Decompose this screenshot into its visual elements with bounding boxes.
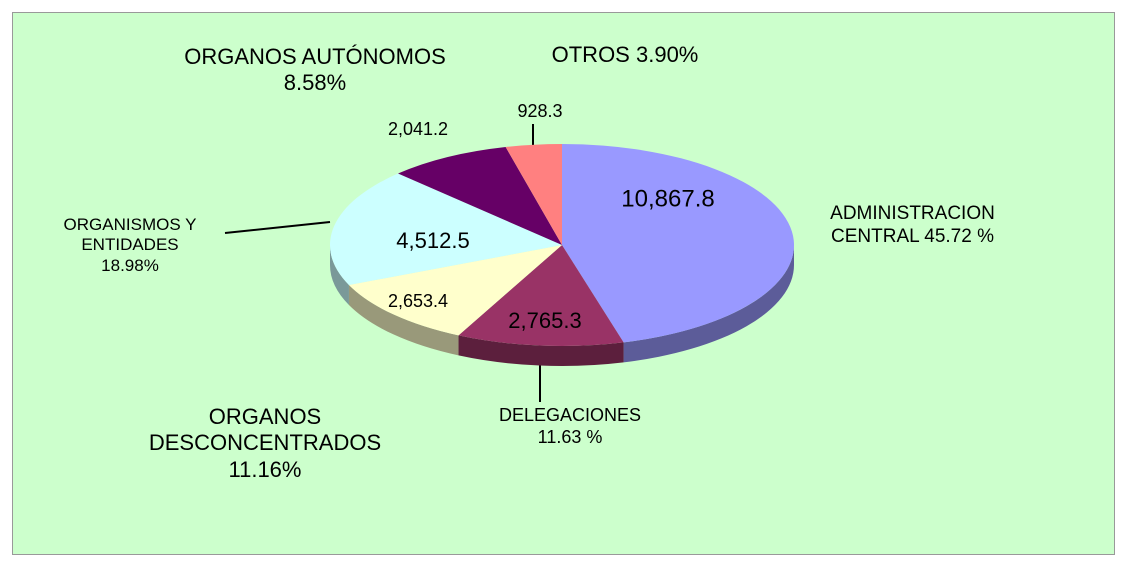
value-label: 2,041.2 bbox=[388, 119, 448, 139]
category-label: ORGANOS DESCONCENTRADOS 11.16% bbox=[120, 404, 410, 483]
percent-label: 3.90% bbox=[635, 42, 699, 67]
pie-sides bbox=[330, 245, 794, 366]
pie-tops bbox=[330, 144, 794, 346]
value-label: 2,765.3 bbox=[508, 308, 581, 333]
category-label: ADMINISTRACION CENTRAL 45.72 % bbox=[800, 203, 1025, 249]
leader-line bbox=[224, 221, 331, 234]
slice bbox=[458, 245, 624, 346]
percent-label: 18.98% bbox=[101, 255, 159, 275]
category-name: OTROS bbox=[551, 42, 630, 67]
category-label: DELEGACIONES 11.63 % bbox=[470, 405, 670, 448]
percent-label: 45.72 % bbox=[924, 225, 994, 247]
percent-label: 11.16% bbox=[228, 456, 302, 482]
category-name: ORGANOS AUTÓNOMOS bbox=[184, 44, 446, 69]
value-label: 4,512.5 bbox=[396, 228, 469, 253]
category-label: OTROS 3.90% bbox=[510, 42, 740, 68]
value-label: 2,653.4 bbox=[388, 291, 448, 311]
category-name: ORGANISMOS Y ENTIDADES bbox=[63, 215, 197, 255]
category-name: ORGANOS DESCONCENTRADOS bbox=[148, 404, 382, 456]
slice-side bbox=[458, 335, 624, 366]
value-label: 10,867.8 bbox=[621, 185, 714, 212]
value-label: 928.3 bbox=[517, 101, 562, 121]
category-label: ORGANISMOS Y ENTIDADES 18.98% bbox=[30, 215, 230, 276]
slice-side bbox=[623, 245, 794, 363]
slice-side bbox=[330, 245, 349, 305]
slice-side bbox=[348, 284, 459, 356]
slice bbox=[398, 147, 562, 245]
category-name: ADMINISTRACION CENTRAL bbox=[830, 203, 995, 247]
percent-label: 8.58% bbox=[283, 70, 347, 96]
slice bbox=[562, 144, 794, 343]
percent-label: 11.63 % bbox=[537, 426, 603, 447]
slice bbox=[505, 144, 562, 245]
category-name: DELEGACIONES bbox=[498, 405, 642, 425]
slice bbox=[330, 173, 562, 285]
slice bbox=[348, 245, 562, 336]
category-label: ORGANOS AUTÓNOMOS 8.58% bbox=[135, 44, 495, 97]
